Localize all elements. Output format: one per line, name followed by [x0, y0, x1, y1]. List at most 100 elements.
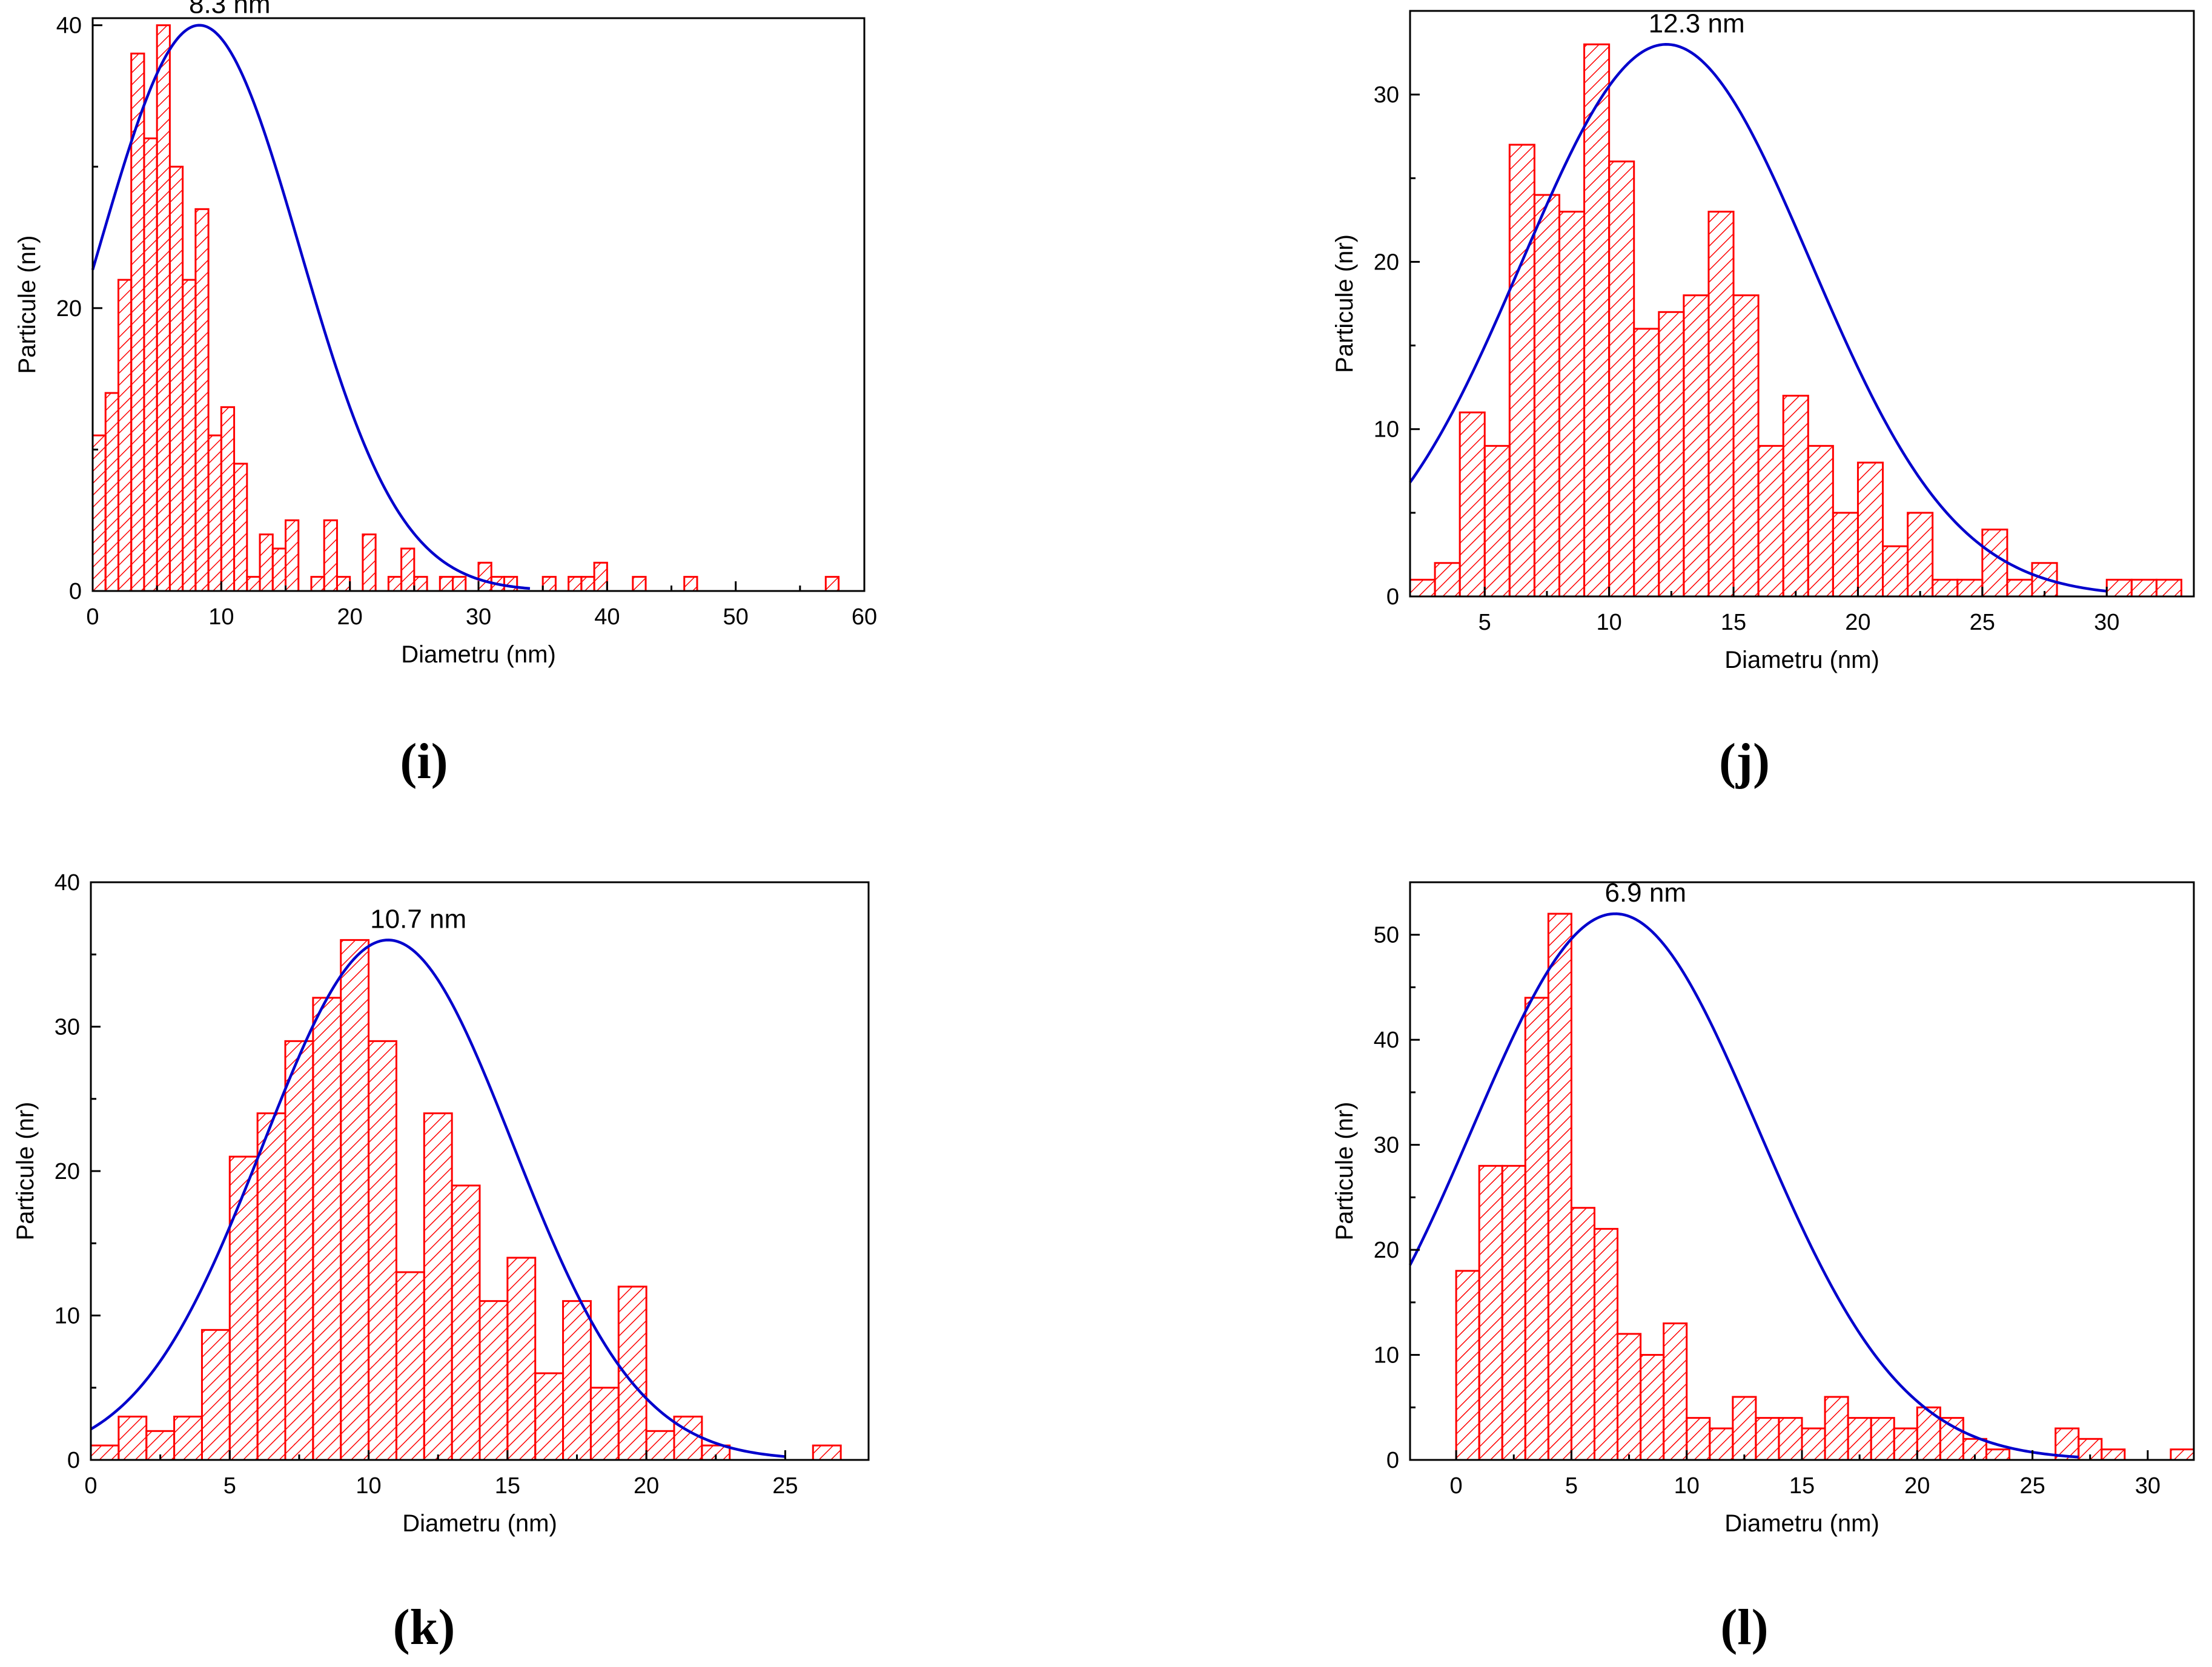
histogram-bar [91, 434, 107, 592]
x-tick-label: 20 [337, 604, 363, 630]
histogram-bar [1593, 1227, 1619, 1461]
histogram-bar [1640, 1354, 1665, 1461]
histogram-bar [503, 576, 518, 592]
histogram-bar [400, 547, 416, 592]
x-tick-label: 5 [224, 1473, 236, 1499]
histogram-bar [387, 576, 403, 592]
histogram-bar [1801, 1427, 1826, 1461]
y-axis-label: Particule (nr) [1331, 234, 1358, 373]
histogram-bar [271, 547, 286, 592]
histogram-bar [1856, 461, 1884, 598]
histogram-bar [1707, 211, 1735, 598]
gaussian-fit-line [91, 24, 531, 590]
y-tick-label: 10 [55, 1304, 80, 1329]
histogram-bar [312, 997, 342, 1461]
histogram-bar [156, 24, 171, 592]
histogram-bar [1434, 562, 1461, 598]
histogram-bar [246, 576, 261, 592]
histogram-bar [1807, 444, 1834, 598]
histogram-bar [1583, 43, 1611, 598]
peak-annotation: 12.3 nm [1649, 8, 1745, 38]
histogram-bar [1824, 1396, 1849, 1461]
y-tick-label: 40 [56, 13, 82, 39]
peak-annotation: 8.3 nm [189, 0, 271, 19]
histogram-bar [1907, 512, 1934, 598]
histogram-bar [568, 576, 583, 592]
histogram-bar [824, 576, 840, 592]
histogram-bar [1782, 394, 1809, 598]
y-tick-label: 0 [1386, 1448, 1399, 1473]
gaussian-fit-line [1409, 43, 2107, 593]
x-tick-label: 60 [852, 604, 877, 630]
histogram-bar [1882, 545, 1909, 598]
plot-frame [1409, 10, 2195, 598]
histogram-bar [423, 1112, 453, 1461]
histogram-bar [1985, 1448, 2011, 1461]
y-tick-label: 50 [1374, 923, 1399, 948]
x-tick-label: 5 [1479, 610, 1491, 635]
x-tick-label: 15 [1789, 1473, 1815, 1499]
histogram-bar [1459, 411, 1486, 598]
histogram-bar [336, 576, 351, 592]
y-tick-label: 0 [1386, 584, 1399, 610]
y-tick-label: 40 [1374, 1028, 1399, 1053]
histogram-bar [1501, 1164, 1526, 1461]
histogram-bar [1478, 1164, 1503, 1461]
x-tick-label: 30 [466, 604, 491, 630]
x-axis-label: Diametru (nm) [402, 1510, 557, 1537]
x-tick-label: 50 [723, 604, 749, 630]
histogram-bar [1483, 444, 1511, 598]
histogram-bar [506, 1256, 537, 1461]
histogram-bar [541, 576, 557, 592]
histogram-bar [683, 576, 698, 592]
histogram-bar [1757, 444, 1784, 598]
x-tick-label: 20 [1904, 1473, 1930, 1499]
histogram-bar [323, 519, 338, 592]
x-tick-label: 10 [356, 1473, 381, 1499]
x-tick-label: 0 [1450, 1473, 1463, 1499]
histogram-bar [256, 1112, 286, 1461]
histogram-bar [632, 576, 647, 592]
y-tick-label: 20 [55, 1159, 80, 1184]
x-tick-label: 0 [86, 604, 99, 630]
histogram-bar [589, 1387, 620, 1461]
histogram-bar [477, 561, 492, 592]
gaussian-fit-line [1408, 912, 2079, 1459]
histogram-bar [310, 576, 325, 592]
x-tick-label: 25 [772, 1473, 798, 1499]
histogram-bar [362, 533, 377, 592]
chart-k: 0 5 10 15 20 25 0 10 20 30 40 Diametru (nm) Particul… [12, 870, 870, 1655]
histogram-bar [2006, 578, 2033, 598]
histogram-bar [645, 1430, 675, 1461]
histogram-bar [1455, 1270, 1480, 1461]
y-tick-label: 30 [55, 1015, 80, 1040]
chart-i: 0 10 20 30 40 50 60 0 20 40 Diametru (nm) Particule… [14, 0, 877, 790]
y-tick-label: 20 [56, 296, 82, 322]
histogram-bar [2130, 578, 2157, 598]
gaussian-fit-line [90, 939, 786, 1458]
peak-annotation: 10.7 nm [370, 904, 466, 934]
chart-j: 5 10 15 20 25 30 0 10 20 30 Diametru (nm) Particule… [1331, 8, 2195, 790]
histogram-bar [451, 1184, 481, 1461]
histogram-bar [2155, 578, 2182, 598]
peak-annotation: 6.9 nm [1604, 878, 1686, 908]
x-tick-label: 20 [1845, 610, 1870, 635]
histogram-bar [168, 165, 184, 592]
histogram-bar [1893, 1427, 1918, 1461]
x-tick-label: 15 [495, 1473, 520, 1499]
histogram-bar [1709, 1427, 1734, 1461]
y-tick-label: 30 [1374, 82, 1399, 108]
panel-label: (j) [1719, 733, 1770, 790]
histogram-bar [1939, 1417, 1964, 1461]
y-tick-label: 10 [1374, 417, 1399, 443]
histogram-bar [368, 1040, 397, 1461]
histogram-bar [1870, 1417, 1895, 1461]
y-tick-label: 30 [1374, 1133, 1399, 1158]
chart-l: 0 5 10 15 20 25 30 0 10 20 30 40 50 Diametru (nm) Part… [1331, 878, 2195, 1655]
x-tick-label: 30 [2094, 610, 2119, 635]
x-tick-label: 40 [594, 604, 620, 630]
histogram-bar [143, 137, 158, 592]
histogram-bar [285, 519, 300, 592]
y-axis-label: Particule (nr) [12, 1102, 39, 1241]
